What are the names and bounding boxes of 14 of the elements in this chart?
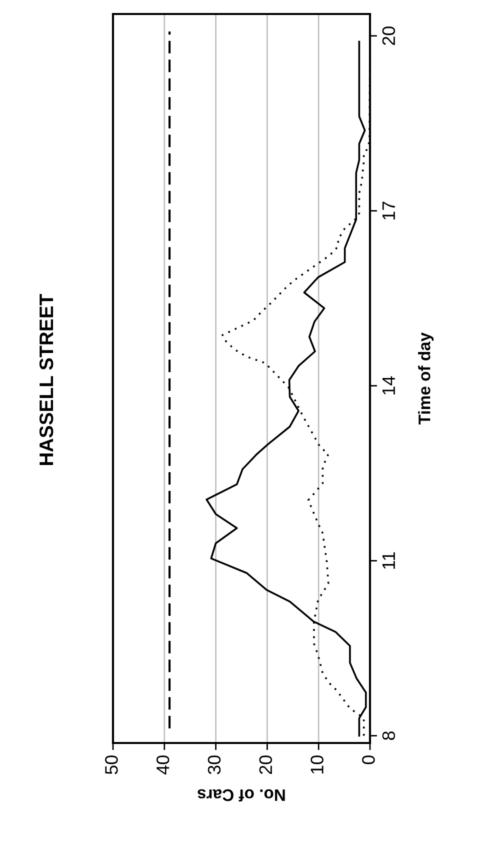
x-tick-label: 40 bbox=[156, 756, 170, 774]
x-tick-label: 10 bbox=[310, 756, 324, 774]
x-axis-title: No. of Cars bbox=[198, 789, 285, 802]
x-tick-label: 20 bbox=[259, 756, 272, 774]
text: HASSELL STREET bbox=[39, 294, 54, 465]
x-tick-label: 50 bbox=[105, 756, 118, 774]
y-tick-label: 8 bbox=[382, 731, 396, 740]
x-tick-label: 0 bbox=[362, 756, 375, 764]
y-tick-label: 20 bbox=[382, 26, 396, 45]
x-tick-label: 30 bbox=[208, 756, 221, 774]
y-tick-label: 11 bbox=[382, 552, 395, 569]
y-tick-label: 17 bbox=[382, 202, 395, 220]
y-axis-title: Time of day bbox=[418, 332, 434, 424]
y-tick-label: 14 bbox=[382, 376, 395, 394]
